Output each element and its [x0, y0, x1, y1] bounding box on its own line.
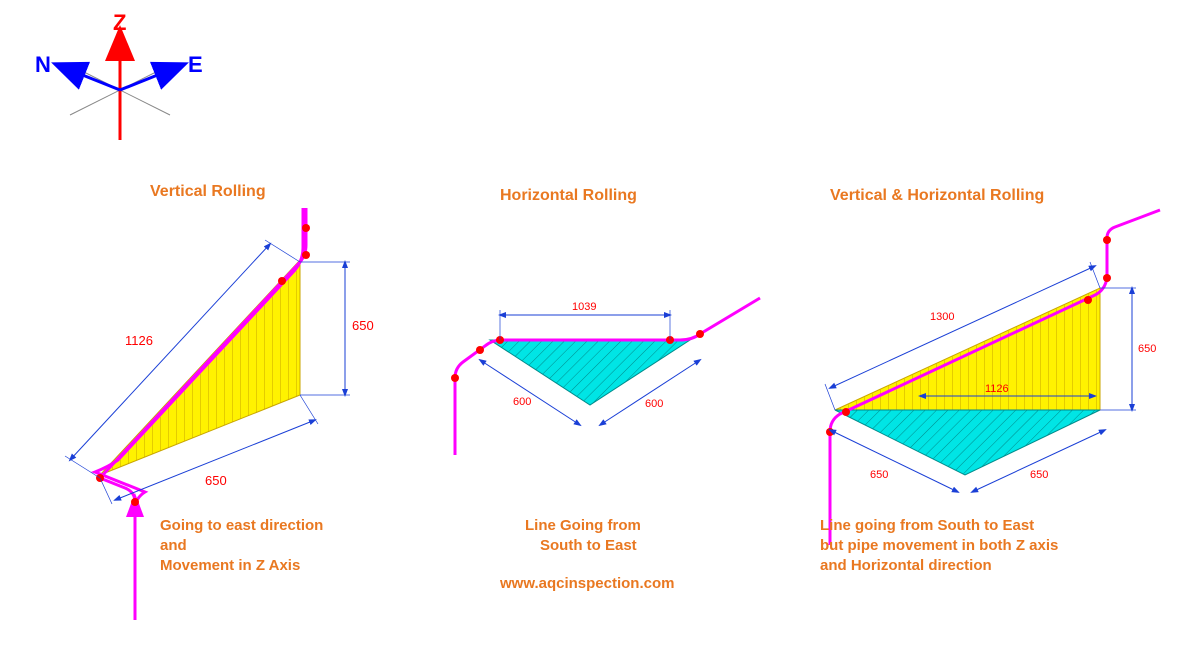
svg-text:650: 650	[1138, 343, 1156, 355]
diagram1-caption-2: and	[160, 537, 187, 554]
compass: Z N E	[35, 10, 203, 140]
svg-text:1039: 1039	[572, 301, 596, 313]
diagram3-cyan-triangle	[835, 410, 1100, 475]
diagram-vert-horiz-rolling: Vertical & Horizontal Rolling 1300 1126	[820, 187, 1160, 574]
svg-text:600: 600	[513, 396, 531, 408]
svg-text:1300: 1300	[930, 311, 954, 323]
diagram1-caption-1: Going to east direction	[160, 517, 323, 534]
diagram3-yellow-triangle	[835, 288, 1100, 410]
diagram1-caption-3: Movement in Z Axis	[160, 557, 300, 574]
diagram1-title: Vertical Rolling	[150, 183, 266, 200]
compass-z-label: Z	[113, 10, 126, 35]
diagram3-caption-1: Line going from South to East	[820, 517, 1034, 534]
diagram3-dim-right: 650	[1100, 288, 1156, 410]
compass-e-label: E	[188, 52, 203, 77]
diagram2-caption-2: South to East	[540, 537, 637, 554]
svg-text:650: 650	[205, 473, 227, 488]
svg-text:650: 650	[870, 469, 888, 481]
svg-text:1126: 1126	[985, 383, 1009, 395]
diagram-vertical-rolling: Vertical Rolling 1126 650	[65, 183, 374, 620]
diagram3-caption-2: but pipe movement in both Z axis	[820, 537, 1058, 554]
diagram2-title: Horizontal Rolling	[500, 187, 637, 204]
diagram-horizontal-rolling: Horizontal Rolling 1039 600 600 Line Goi…	[451, 187, 760, 592]
diagram2-caption-1: Line Going from	[525, 517, 641, 534]
diagram3-caption-3: and Horizontal direction	[820, 557, 992, 574]
diagram2-dim-top: 1039	[500, 301, 670, 340]
svg-text:650: 650	[1030, 469, 1048, 481]
svg-text:650: 650	[352, 318, 374, 333]
url-text: www.aqcinspection.com	[499, 575, 674, 592]
diagram3-title: Vertical & Horizontal Rolling	[830, 187, 1044, 204]
compass-n-label: N	[35, 52, 51, 77]
diagram1-dim-right: 650	[300, 262, 374, 395]
svg-text:1126: 1126	[125, 333, 153, 348]
svg-text:600: 600	[645, 398, 663, 410]
